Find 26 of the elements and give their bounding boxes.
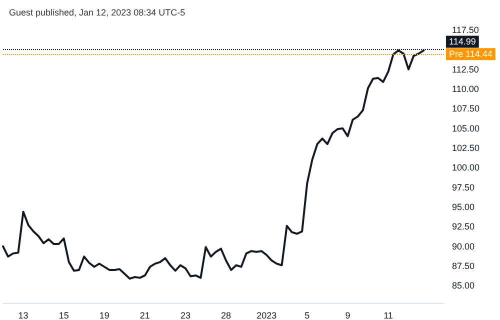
y-tick-label: 112.50: [452, 64, 479, 74]
x-tick-label: 28: [221, 310, 232, 320]
x-tick-label: 23: [180, 310, 190, 320]
ref-line-label: Pre 114.44: [449, 49, 492, 60]
y-tick-label: 95.00: [452, 202, 475, 212]
chart-title: Guest published, Jan 12, 2023 08:34 UTC-5: [9, 8, 186, 18]
x-tick-label: 15: [58, 310, 69, 320]
x-tick-label: 21: [140, 310, 150, 320]
y-tick-label: 110.00: [452, 84, 479, 94]
y-tick-label: 107.50: [452, 104, 480, 114]
y-tick-label: 117.50: [452, 25, 479, 35]
y-tick-label: 102.50: [452, 143, 480, 154]
y-tick-label: 85.00: [452, 280, 475, 291]
x-tick-label: 5: [304, 310, 310, 320]
y-tick-label: 97.50: [452, 182, 475, 192]
y-tick-label: 105.00: [452, 123, 480, 134]
x-tick-label: 19: [99, 310, 110, 320]
y-tick-label: 90.00: [452, 241, 475, 252]
x-tick-label: 11: [384, 310, 393, 320]
y-tick-label: 100.00: [452, 162, 480, 173]
ref-line-label: 114.99: [449, 36, 476, 47]
x-tick-label: 13: [18, 310, 28, 320]
x-tick-label: 2023: [256, 310, 277, 320]
x-tick-label: 9: [345, 310, 350, 320]
y-tick-label: 92.50: [452, 222, 475, 232]
y-tick-label: 87.50: [452, 261, 475, 272]
